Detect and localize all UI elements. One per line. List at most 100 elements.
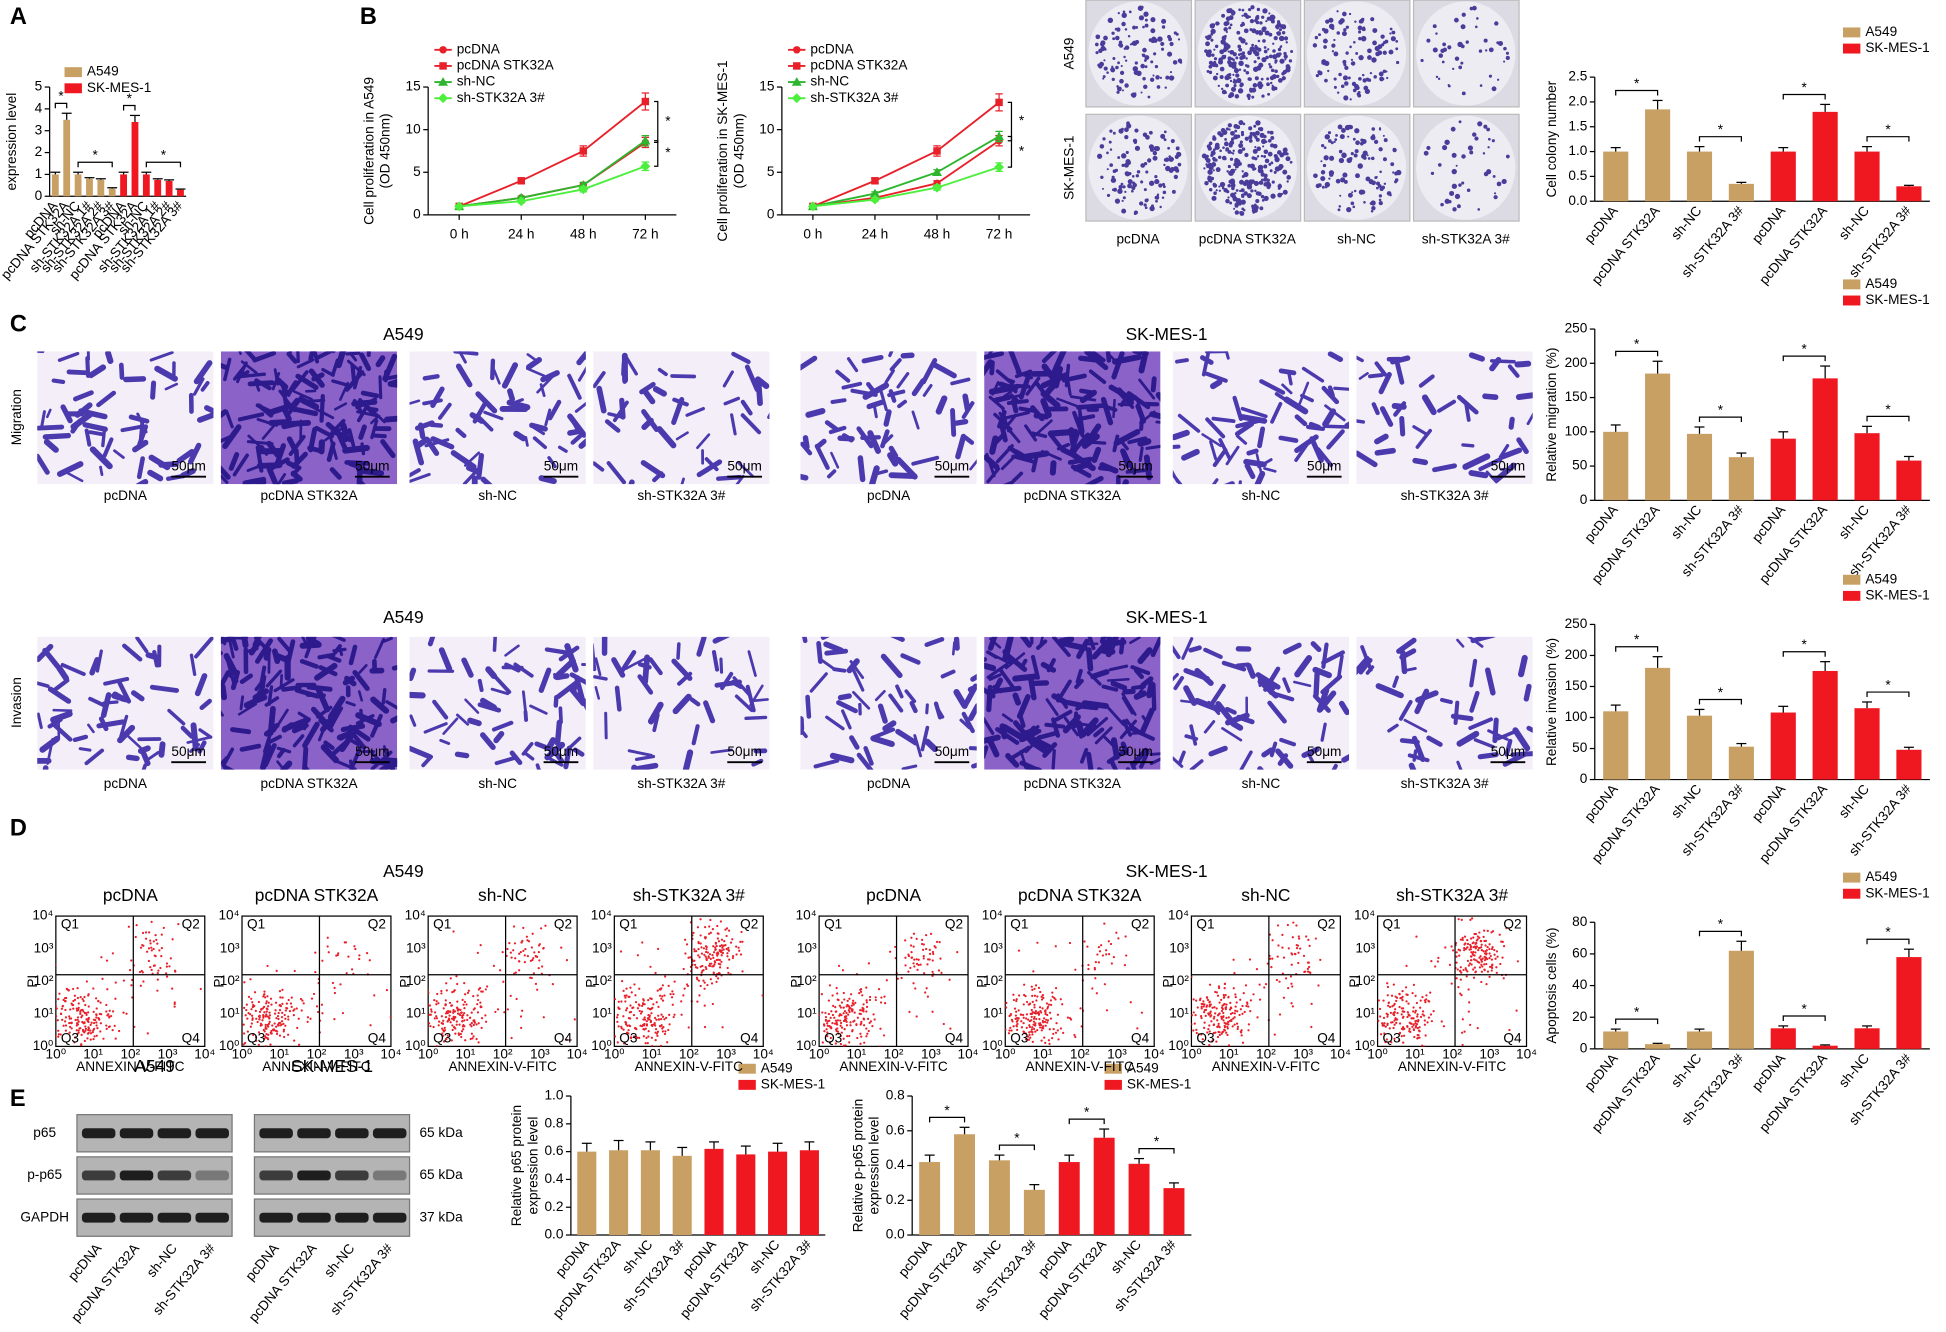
- event-dot: [244, 1041, 247, 1045]
- colony: [1339, 134, 1345, 140]
- stain: [255, 445, 264, 473]
- event-dot: [470, 1022, 473, 1025]
- y-tick-label: 60: [1572, 946, 1588, 961]
- stain: [308, 426, 318, 453]
- colony: [1144, 55, 1150, 61]
- event-dot: [829, 1036, 832, 1040]
- colony: [1236, 125, 1241, 130]
- stain: [740, 399, 753, 416]
- event-dot: [1240, 1029, 1243, 1032]
- y-tick-label: 0: [1580, 1040, 1588, 1055]
- event-dot: [1278, 980, 1281, 983]
- stain: [239, 372, 266, 379]
- event-dot: [1048, 1011, 1052, 1014]
- event-dot: [249, 1025, 252, 1028]
- colony: [1229, 79, 1233, 83]
- event-dot: [665, 1016, 668, 1019]
- stain: [860, 435, 881, 440]
- event-dot: [1203, 1003, 1206, 1006]
- error-bar: [1903, 184, 1914, 187]
- error-bar: [175, 188, 186, 190]
- stain: [572, 747, 585, 757]
- event-dot: [437, 1002, 440, 1005]
- stain: [425, 437, 440, 456]
- event-dot: [1223, 1024, 1226, 1027]
- stain: [187, 442, 202, 465]
- colony: [1095, 34, 1101, 40]
- colony: [1382, 50, 1387, 55]
- event-dot: [309, 1017, 312, 1020]
- event-dot: [165, 962, 169, 965]
- event-dot: [856, 1036, 859, 1040]
- event-dot: [841, 969, 845, 972]
- stain: [125, 754, 140, 762]
- colony: [1241, 14, 1244, 17]
- event-dot: [281, 996, 284, 999]
- x-tick-label: sh-NC: [1836, 203, 1872, 242]
- colony: [1379, 76, 1384, 82]
- colony: [1122, 185, 1126, 189]
- colony: [1141, 53, 1146, 58]
- event-dot: [320, 1003, 324, 1006]
- event-dot: [701, 964, 704, 968]
- stain: [932, 362, 957, 379]
- stain: [286, 395, 304, 416]
- colony: [1355, 173, 1360, 179]
- event-dot: [868, 995, 872, 999]
- image-caption: sh-STK32A 3#: [1401, 776, 1489, 791]
- flow-x-tick: 10²: [679, 1047, 699, 1062]
- flow-x-tick: 10⁰: [46, 1047, 67, 1062]
- event-dot: [94, 1019, 97, 1022]
- colony: [1223, 141, 1229, 147]
- y-tick-label: 50: [1572, 458, 1588, 473]
- stain: [120, 424, 144, 433]
- event-dot: [537, 944, 541, 947]
- colony: [1458, 120, 1462, 124]
- stain: [1119, 392, 1131, 407]
- event-dot: [122, 979, 126, 982]
- image-caption: sh-NC: [478, 776, 517, 791]
- colony: [1177, 162, 1182, 167]
- event-dot: [114, 997, 117, 1000]
- colony: [1340, 177, 1346, 183]
- stain: [767, 412, 770, 419]
- colony: [1219, 49, 1225, 55]
- event-dot: [428, 1004, 432, 1007]
- stain: [1049, 460, 1057, 476]
- flow-y-tick: 10¹: [797, 1005, 817, 1020]
- stain: [984, 454, 1000, 470]
- event-dot: [1308, 971, 1311, 974]
- stain: [242, 476, 267, 485]
- colony: [1447, 45, 1452, 50]
- stain: [1132, 351, 1149, 357]
- colony: [1207, 175, 1213, 182]
- event-dot: [1302, 954, 1306, 957]
- stain: [897, 399, 908, 409]
- colony: [1135, 25, 1139, 29]
- colony: [1132, 138, 1138, 143]
- stain: [593, 675, 608, 681]
- stain: [331, 738, 351, 756]
- event-dot: [523, 954, 526, 957]
- colony: [1225, 127, 1229, 131]
- stain: [593, 461, 605, 472]
- stain: [1006, 654, 1028, 672]
- event-dot: [927, 958, 930, 961]
- event-dot: [925, 947, 928, 951]
- event-dot: [452, 1011, 455, 1014]
- stain: [370, 696, 390, 714]
- event-dot: [520, 1026, 523, 1029]
- event-dot: [1044, 1009, 1047, 1012]
- colony: [1232, 58, 1235, 62]
- stain: [572, 675, 580, 693]
- colony: [1474, 136, 1479, 141]
- colony: [1261, 57, 1267, 63]
- flow-y-tick: 10⁰: [796, 1038, 817, 1053]
- colony: [1119, 78, 1124, 84]
- event-dot: [939, 957, 942, 960]
- event-dot: [72, 1007, 75, 1010]
- colony: [1272, 49, 1276, 53]
- stain: [1496, 728, 1519, 741]
- event-dot: [84, 1027, 88, 1031]
- flow-y-tick: 10¹: [592, 1005, 612, 1020]
